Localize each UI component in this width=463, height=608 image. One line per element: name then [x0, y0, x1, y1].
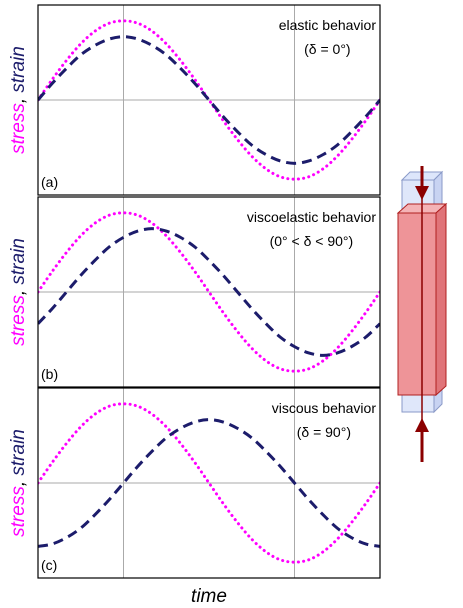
- series-line: [38, 19, 380, 181]
- panel-label: (c): [41, 557, 57, 573]
- specimen-illustration: [396, 166, 448, 462]
- series-line: [38, 418, 380, 548]
- series-line: [38, 35, 380, 165]
- legend-entry: stress: [8, 103, 29, 154]
- series-line: [38, 211, 380, 373]
- y-label: stress, strain: [8, 238, 29, 346]
- annotation: (δ = 90°): [297, 424, 351, 440]
- plot-area: [38, 402, 380, 564]
- panel-border: [37, 387, 381, 579]
- annotation: (δ = 0°): [304, 41, 350, 57]
- y-label-separator: ,: [8, 93, 29, 104]
- panel-border: [37, 4, 381, 196]
- y-label: stress, strain: [8, 429, 29, 537]
- legend-entry: stress: [8, 486, 29, 537]
- panel-border: [37, 196, 381, 388]
- series-line: [38, 227, 380, 357]
- annotation: elastic behavior: [279, 17, 377, 33]
- annotation: viscoelastic behavior: [247, 209, 377, 225]
- series-line: [38, 402, 380, 564]
- plot-area: [38, 211, 380, 373]
- legend-entry: strain: [8, 238, 29, 284]
- panel-label: (b): [41, 366, 58, 382]
- legend-entry: strain: [8, 429, 29, 475]
- panel-label: (a): [41, 174, 58, 190]
- annotation: viscous behavior: [272, 400, 377, 416]
- legend-entry: strain: [8, 46, 29, 92]
- annotation: (0° < δ < 90°): [270, 233, 354, 249]
- y-label-separator: ,: [8, 285, 29, 296]
- legend-entry: stress: [8, 295, 29, 346]
- plot-area: [38, 19, 380, 181]
- y-label: stress, strain: [8, 46, 29, 154]
- y-label-separator: ,: [8, 476, 29, 487]
- x-label: time: [191, 586, 227, 607]
